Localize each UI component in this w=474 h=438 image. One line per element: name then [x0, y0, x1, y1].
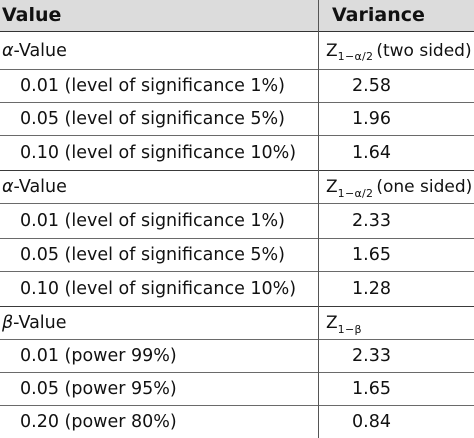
z-subscript: 1−β: [337, 322, 362, 336]
z-label: Z 1−β: [326, 307, 365, 339]
z-main: Z: [326, 177, 338, 197]
alpha-symbol: α: [2, 177, 14, 197]
table-header: Value Variance: [0, 0, 474, 32]
table-row: 0.10 (level of significance 10%) 1.64: [0, 135, 474, 170]
row-label: 0.05 (power 95%): [20, 379, 177, 399]
row-label: 0.20 (power 80%): [20, 412, 177, 432]
alpha-symbol: α: [2, 40, 14, 61]
z-subscript: 1−α/2: [337, 186, 374, 200]
section-label-text: -Value: [13, 313, 67, 333]
z-label: Z 1−α/2 (two sided): [326, 32, 472, 69]
section-row-alpha-one-sided: α -Value Z 1−α/2 (one sided): [0, 170, 474, 203]
row-value: 2.33: [352, 211, 391, 231]
table-row: 0.10 (level of significance 10%) 1.28: [0, 271, 474, 306]
row-value: 1.65: [352, 245, 391, 265]
row-label: 0.01 (power 99%): [20, 346, 177, 366]
section-label: α -Value: [2, 171, 67, 203]
row-value: 0.84: [352, 412, 391, 432]
table-row: 0.20 (power 80%) 0.84: [0, 405, 474, 438]
z-label: Z 1−α/2 (one sided): [326, 171, 472, 203]
z-note: (two sided): [376, 40, 472, 61]
row-label: 0.10 (level of significance 10%): [20, 143, 297, 163]
section-label: β -Value: [2, 307, 67, 339]
z-subscript: 1−α/2: [337, 50, 374, 63]
row-value: 2.58: [352, 76, 391, 96]
row-value: 1.28: [352, 279, 391, 299]
row-label: 0.01 (level of significance 1%): [20, 76, 286, 96]
header-value: Value: [2, 4, 62, 26]
z-main: Z: [326, 313, 338, 333]
row-value: 1.65: [352, 379, 391, 399]
section-label-text: -Value: [13, 40, 67, 61]
row-label: 0.05 (level of significance 5%): [20, 245, 286, 265]
row-value: 1.96: [352, 109, 391, 129]
table-row: 0.01 (power 99%) 2.33: [0, 339, 474, 372]
beta-symbol: β: [2, 313, 14, 333]
table-row: 0.01 (level of significance 1%) 2.33: [0, 203, 474, 238]
table-row: 0.05 (level of significance 5%) 1.96: [0, 102, 474, 135]
section-row-alpha-two-sided: α -Value Z 1−α/2 (two sided): [0, 32, 474, 69]
row-value: 2.33: [352, 346, 391, 366]
row-value: 1.64: [352, 143, 391, 163]
z-note: (one sided): [376, 177, 473, 197]
row-label: 0.01 (level of significance 1%): [20, 211, 286, 231]
row-label: 0.05 (level of significance 5%): [20, 109, 286, 129]
section-label: α -Value: [2, 32, 67, 69]
row-label: 0.10 (level of significance 10%): [20, 279, 297, 299]
section-row-beta: β -Value Z 1−β: [0, 306, 474, 339]
table-row: 0.01 (level of significance 1%) 2.58: [0, 69, 474, 102]
header-variance: Variance: [332, 4, 425, 26]
column-divider: [318, 0, 319, 438]
z-main: Z: [326, 40, 338, 61]
table-row: 0.05 (level of significance 5%) 1.65: [0, 238, 474, 271]
table-row: 0.05 (power 95%) 1.65: [0, 372, 474, 405]
section-label-text: -Value: [13, 177, 67, 197]
